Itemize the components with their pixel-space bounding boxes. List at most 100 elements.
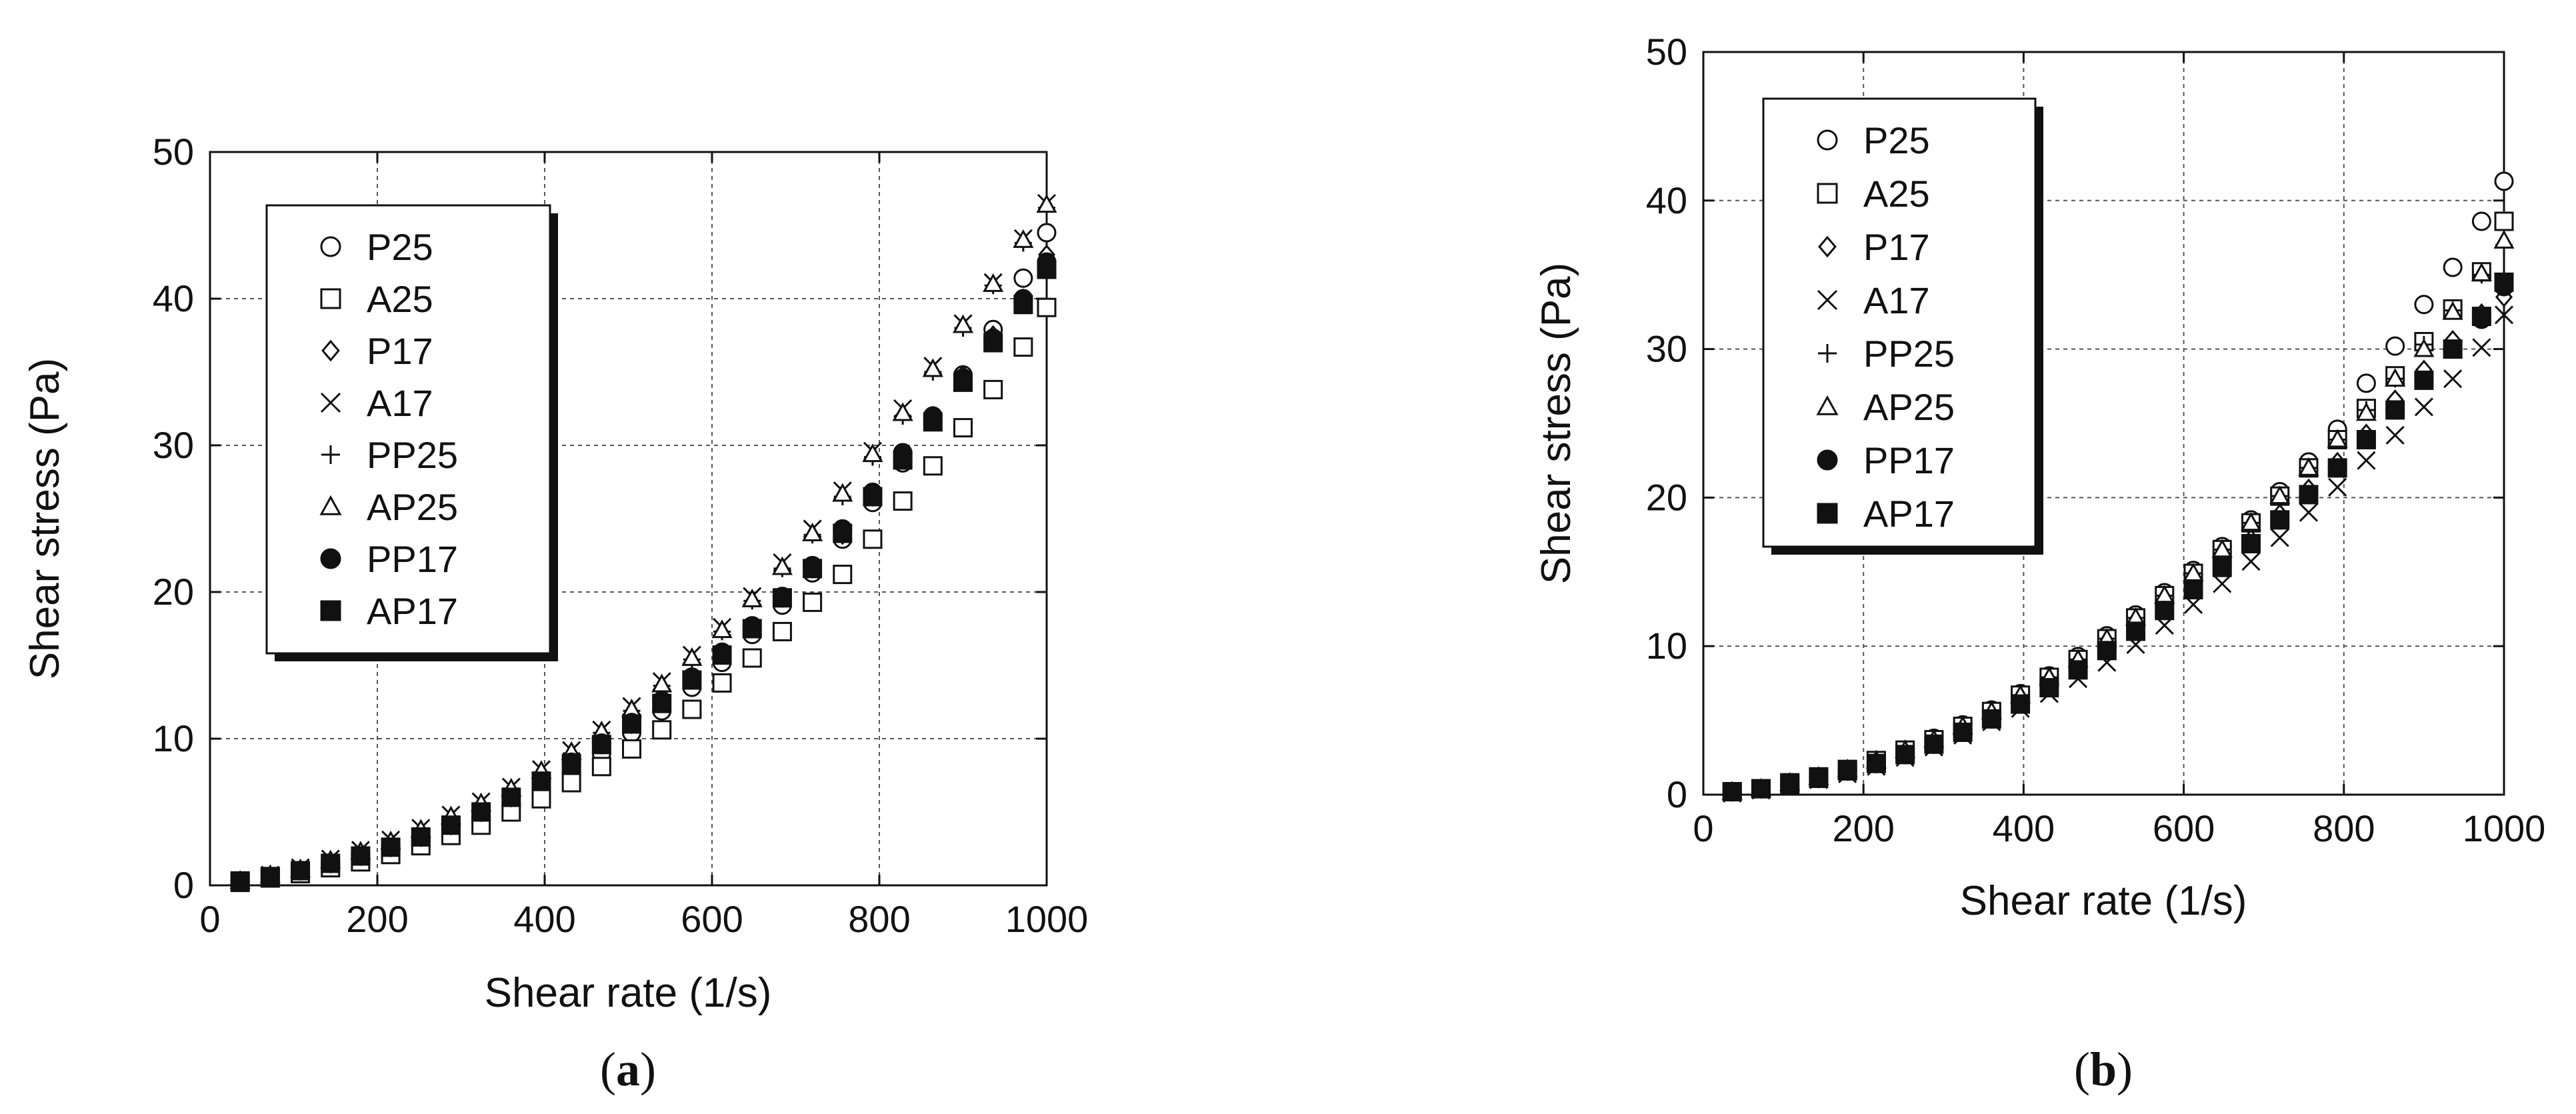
panel-b-point bbox=[2413, 338, 2435, 357]
panel-b-x-tick-label: 0 bbox=[1693, 807, 1713, 849]
panel-b-legend-marker-a17 bbox=[1817, 289, 1838, 311]
panel-a-point bbox=[1013, 229, 1034, 248]
panel-b-point bbox=[2212, 557, 2232, 577]
panel-b-y-tick-label: 50 bbox=[1646, 31, 1687, 73]
panel-a-chart: 0 200 400 600 800 1000 0 10 20 30 40 50 Shear rate (… bbox=[22, 131, 1088, 1096]
panel-b-label-open: ( bbox=[2074, 1043, 2090, 1096]
panel-a-y-axis-label: Shear stress (Pa) bbox=[22, 358, 68, 679]
panel-b-point bbox=[2183, 580, 2203, 600]
panel-b-point bbox=[2357, 451, 2376, 470]
panel-a-point bbox=[291, 861, 311, 881]
panel-b-legend-label: PP17 bbox=[1863, 439, 1955, 481]
panel-b-legend-marker-pp17 bbox=[1817, 449, 1838, 471]
panel-b-point bbox=[2385, 336, 2405, 356]
panel-b-legend-label: P17 bbox=[1863, 226, 1930, 268]
panel-a-point bbox=[833, 565, 853, 585]
panel-a-point bbox=[803, 592, 823, 612]
panel-b-point bbox=[2298, 457, 2319, 476]
panel-b-legend-marker-ap17 bbox=[1817, 503, 1838, 524]
panel-a-legend-marker-a17 bbox=[320, 392, 341, 413]
panel-a-point bbox=[742, 648, 762, 668]
panel-a-point bbox=[863, 529, 883, 549]
panel-b-y-tick-label: 10 bbox=[1646, 625, 1687, 667]
panel-b-legend-label: AP25 bbox=[1863, 386, 1955, 428]
panel-a-point bbox=[531, 771, 551, 791]
panel-b-x-axis-label: Shear rate (1/s) bbox=[1960, 878, 2247, 924]
panel-a-legend-marker-a25 bbox=[320, 288, 341, 309]
panel-b-point bbox=[2213, 574, 2232, 593]
panel-a-point bbox=[351, 846, 371, 866]
panel-b-legend-label: A25 bbox=[1863, 173, 1930, 215]
panel-b-point bbox=[2471, 262, 2492, 281]
panel-a-legend: P25 A25 P17 A17 PP25 AP25 PP17 AP17 bbox=[265, 204, 558, 661]
panel-a-y-tick-label: 20 bbox=[153, 571, 194, 613]
panel-b-point bbox=[2414, 295, 2434, 315]
panel-a-point bbox=[652, 720, 672, 740]
panel-a-label: (a) bbox=[600, 1043, 656, 1096]
panel-b-point bbox=[2269, 485, 2291, 505]
panel-a-point bbox=[771, 556, 793, 575]
panel-b-point bbox=[2414, 370, 2434, 390]
panel-a-point bbox=[741, 588, 763, 607]
panel-b-point bbox=[2240, 512, 2262, 531]
panel-a-legend-label: PP25 bbox=[367, 434, 458, 476]
panel-a-point bbox=[1037, 297, 1057, 317]
panel-a-point bbox=[230, 871, 250, 891]
panel-a-label-letter: a bbox=[616, 1043, 640, 1096]
panel-b-point bbox=[1895, 745, 1915, 765]
panel-a-legend-label: A17 bbox=[367, 382, 433, 424]
panel-a-point bbox=[712, 645, 732, 665]
panel-b-legend-label: A17 bbox=[1863, 279, 1930, 321]
panel-b-legend-marker-p17 bbox=[1818, 235, 1837, 258]
panel-a-y-tick-label: 40 bbox=[153, 277, 194, 319]
panel-a-legend-label: PP17 bbox=[367, 538, 458, 580]
panel-a-legend-label: A25 bbox=[367, 278, 433, 320]
panel-b-y-tick-label: 40 bbox=[1646, 179, 1687, 221]
panel-b-point bbox=[2270, 510, 2290, 530]
panel-b-point bbox=[2385, 425, 2405, 445]
panel-a-point bbox=[923, 412, 943, 432]
panel-b-point bbox=[2414, 397, 2433, 417]
panel-a-point bbox=[983, 333, 1003, 353]
panel-a-x-axis-label: Shear rate (1/s) bbox=[485, 970, 772, 1016]
panel-a-point bbox=[381, 837, 401, 857]
panel-b-point bbox=[2443, 339, 2463, 359]
panel-a-point bbox=[742, 619, 762, 639]
panel-b-point bbox=[2493, 229, 2515, 249]
panel-b-point bbox=[2443, 369, 2463, 389]
panel-b-point bbox=[1751, 779, 1771, 799]
panel-b-point bbox=[2299, 485, 2319, 505]
panel-b-series-ap17 bbox=[1722, 272, 2514, 802]
panel-a-legend-marker-pp25 bbox=[321, 445, 340, 464]
panel-a-point bbox=[1036, 194, 1057, 213]
panel-a-point bbox=[953, 418, 973, 438]
panel-b-legend-label: P25 bbox=[1863, 119, 1930, 161]
panel-a-point bbox=[862, 443, 883, 463]
panel-a-point bbox=[803, 559, 823, 579]
panel-b-point bbox=[2068, 660, 2088, 680]
panel-b-point bbox=[2011, 694, 2031, 714]
panel-a-label-close: ) bbox=[640, 1043, 656, 1096]
panel-b-label-close: ) bbox=[2117, 1043, 2133, 1096]
panel-a-point bbox=[1013, 295, 1033, 315]
panel-b-point bbox=[2356, 430, 2376, 450]
panel-b-point bbox=[1866, 753, 1886, 773]
panel-b-point bbox=[2356, 373, 2376, 393]
panel-a-point bbox=[893, 491, 913, 511]
panel-b-y-tick-label: 30 bbox=[1646, 328, 1687, 370]
panel-b-point bbox=[2494, 211, 2514, 231]
panel-b-point bbox=[2299, 503, 2319, 522]
panel-b-y-axis-label: Shear stress (Pa) bbox=[1533, 263, 1579, 584]
panel-b-point bbox=[1809, 768, 1829, 788]
panel-b-label: (b) bbox=[2074, 1043, 2133, 1096]
panel-a-point bbox=[711, 619, 733, 639]
panel-b-x-tick-label: 1000 bbox=[2463, 807, 2546, 849]
panel-a-point bbox=[561, 773, 581, 793]
panel-a-point bbox=[652, 693, 672, 713]
panel-a-y-tick-label: 30 bbox=[153, 424, 194, 466]
panel-a-point bbox=[622, 714, 642, 734]
panel-b-point bbox=[2471, 211, 2491, 231]
panel-b-legend-marker-ap25 bbox=[1816, 395, 1839, 415]
panel-b-point bbox=[2039, 678, 2059, 698]
panel-a-point bbox=[321, 853, 341, 873]
